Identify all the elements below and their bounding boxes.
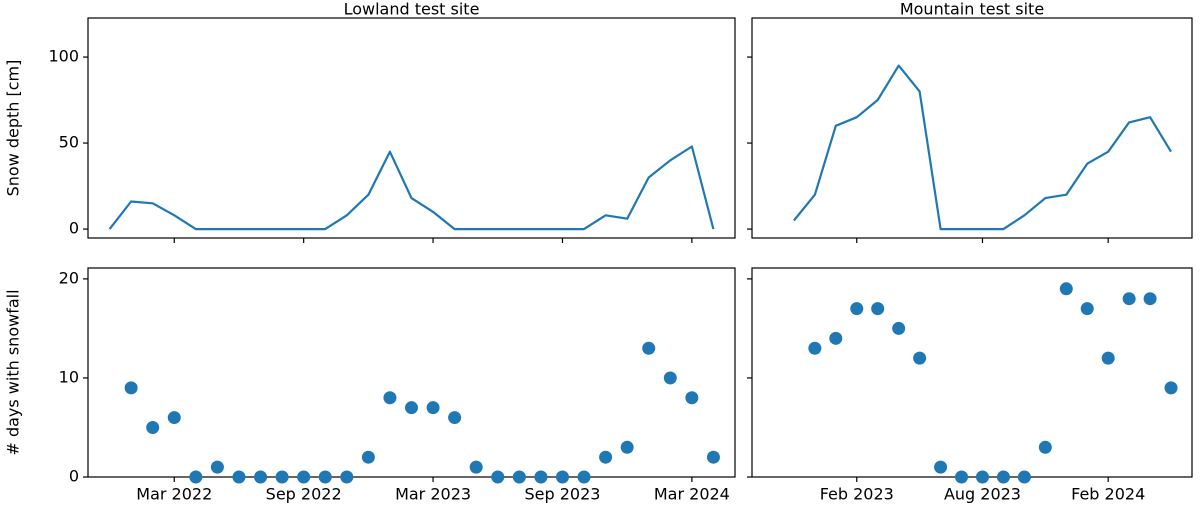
point	[913, 351, 927, 365]
point	[1059, 282, 1073, 296]
y-tick-label: 50	[59, 133, 79, 152]
axes-frame	[751, 267, 1193, 478]
point	[469, 460, 483, 474]
point	[340, 470, 354, 484]
point	[706, 450, 720, 464]
point	[448, 411, 462, 425]
point	[642, 341, 656, 355]
point	[426, 401, 440, 415]
panel-title: Mountain test site	[900, 0, 1044, 19]
point	[1164, 381, 1178, 395]
y-tick-label: 10	[59, 367, 79, 386]
y-tick-label: 20	[59, 268, 79, 287]
point	[685, 391, 699, 405]
x-tick-label: Mar 2022	[136, 485, 212, 504]
point	[1080, 302, 1094, 316]
point	[850, 302, 864, 316]
x-tick-label: Feb 2024	[1071, 485, 1145, 504]
point	[383, 391, 397, 405]
point	[167, 411, 181, 425]
point	[1122, 292, 1136, 306]
point	[829, 331, 843, 345]
point	[996, 470, 1010, 484]
point	[577, 470, 591, 484]
point	[892, 321, 906, 335]
point	[124, 381, 138, 395]
point	[934, 460, 948, 474]
point	[555, 470, 569, 484]
point	[808, 341, 822, 355]
point	[620, 440, 634, 454]
point	[871, 302, 885, 316]
point	[663, 371, 677, 385]
point	[297, 470, 311, 484]
point	[189, 470, 203, 484]
point	[275, 470, 289, 484]
x-tick-label: Feb 2023	[820, 485, 894, 504]
axes-frame	[87, 267, 736, 478]
point	[955, 470, 969, 484]
point	[254, 470, 268, 484]
panel-title: Lowland test site	[344, 0, 480, 19]
point	[1038, 440, 1052, 454]
point	[232, 470, 246, 484]
axes-frame	[87, 17, 736, 239]
y-tick-label: 0	[69, 219, 79, 238]
x-tick-label: Sep 2022	[266, 485, 342, 504]
y-axis-label: Snow depth [cm]	[4, 60, 23, 197]
x-tick-label: Mar 2023	[395, 485, 471, 504]
axes-frame	[751, 17, 1193, 239]
y-axis-label: # days with snowfall	[4, 289, 23, 455]
point	[512, 470, 526, 484]
point	[210, 460, 224, 474]
point	[146, 420, 160, 434]
point	[599, 450, 613, 464]
x-tick-label: Mar 2024	[654, 485, 730, 504]
y-tick-label: 0	[69, 467, 79, 486]
point	[534, 470, 548, 484]
point	[318, 470, 332, 484]
point	[491, 470, 505, 484]
line	[793, 64, 1172, 231]
point	[1101, 351, 1115, 365]
line	[108, 145, 715, 231]
y-tick-label: 100	[48, 47, 79, 66]
point	[975, 470, 989, 484]
point	[361, 450, 375, 464]
point	[405, 401, 418, 415]
x-tick-label: Sep 2023	[524, 485, 600, 504]
point	[1017, 470, 1031, 484]
x-tick-label: Aug 2023	[944, 485, 1021, 504]
point	[1143, 292, 1157, 306]
